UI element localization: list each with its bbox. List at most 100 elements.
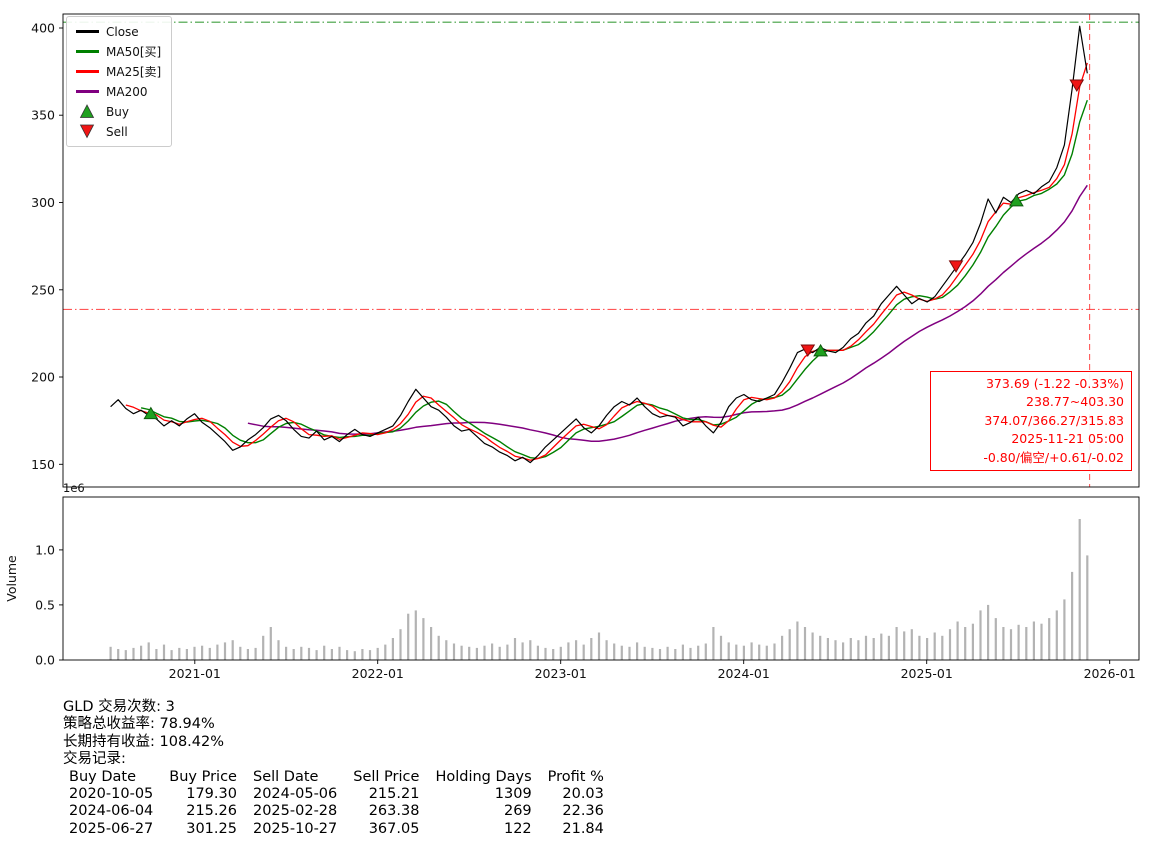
trade-table-cell: 22.36	[562, 803, 604, 820]
volume-bar	[300, 646, 303, 660]
volume-axis-title: Volume	[4, 555, 19, 602]
price-ytick-label: 250	[31, 282, 55, 297]
trade-table-cell: 2025-10-27	[252, 820, 338, 837]
annotation-ma-values: 374.07/366.27/315.83	[984, 412, 1124, 428]
annotation-indicators: -0.80/偏空/+0.61/-0.02	[983, 449, 1124, 465]
volume-bar	[1040, 623, 1043, 660]
volume-bar	[315, 650, 318, 660]
volume-bar	[491, 643, 494, 660]
trade-table-cell: 2025-02-28	[252, 803, 338, 820]
volume-bar	[346, 650, 349, 660]
volume-bar	[323, 645, 326, 660]
volume-bar	[788, 629, 791, 660]
volume-bar	[117, 649, 120, 660]
trade-table-row: 2025-06-27 301.25 2025-10-27 367.05 122 21.84	[63, 821, 614, 838]
volume-bar	[803, 627, 807, 660]
volume-bar	[231, 640, 234, 660]
volume-bar	[330, 649, 333, 660]
trade-table-header-cell: Sell Price	[353, 768, 420, 785]
volume-bar	[697, 645, 700, 660]
legend-line-swatch	[75, 30, 99, 33]
volume-bar	[201, 645, 204, 660]
volume-bar	[582, 644, 585, 660]
volume-panel-border	[62, 496, 1140, 661]
trade-log-title: 交易记录:	[63, 751, 126, 768]
volume-bar	[269, 627, 272, 660]
price-ytick-label: 300	[31, 195, 55, 210]
trade-table-cell: 20.03	[562, 786, 604, 803]
volume-bar	[1063, 599, 1066, 660]
volume-bar	[910, 629, 913, 660]
volume-bar	[185, 649, 188, 660]
legend-item: MA50[买]	[75, 43, 161, 60]
volume-bar	[285, 646, 288, 660]
volume-bar	[864, 635, 868, 660]
buy-marker	[143, 406, 159, 420]
volume-bar	[704, 643, 707, 660]
legend-label: MA200	[106, 84, 148, 99]
volume-bar	[147, 642, 150, 660]
volume-bar	[452, 643, 456, 660]
legend-label: MA25[卖]	[106, 65, 162, 79]
volume-bar	[468, 646, 471, 660]
volume-bar	[391, 638, 394, 660]
volume-bar	[254, 647, 257, 660]
volume-bar	[1025, 627, 1028, 660]
volume-bar	[681, 644, 684, 660]
volume-bar	[842, 642, 845, 660]
trade-table-cell: 263.38	[368, 803, 420, 820]
volume-bar	[613, 643, 616, 660]
buy-triangle-icon	[75, 104, 99, 119]
volume-ytick-label: 1.0	[35, 542, 55, 557]
volume-bar	[513, 638, 517, 660]
trade-table-row: 2024-06-04 215.26 2025-02-28 263.38 269 22.36	[63, 803, 614, 820]
volume-bar	[933, 632, 936, 660]
volume-bar	[826, 638, 829, 660]
volume-bar	[140, 645, 143, 660]
trade-table-cell: 215.21	[368, 786, 420, 803]
trade-table-row: 2020-10-05 179.30 2024-05-06 215.21 1309 20.0…	[63, 786, 614, 803]
annotation-range: 238.77~403.30	[1026, 394, 1124, 410]
volume-bar	[109, 646, 112, 660]
volume-scale-label: 1e6	[63, 481, 85, 495]
legend-item: MA25[卖]	[75, 63, 161, 80]
volume-bar	[948, 629, 952, 660]
volume-bar	[994, 618, 997, 660]
volume-bar	[155, 649, 158, 660]
volume-bar	[529, 640, 532, 660]
volume-bar	[544, 647, 547, 660]
volume-bar	[422, 618, 425, 660]
volume-bar	[636, 642, 639, 660]
volume-bar	[834, 640, 837, 660]
volume-bar	[712, 627, 715, 660]
trade-table-cell: 179.30	[186, 786, 237, 803]
legend-line-swatch	[75, 70, 99, 73]
volume-bar	[926, 638, 929, 660]
trade-table-cell: 2020-10-05	[69, 786, 154, 803]
volume-bar	[162, 644, 166, 660]
volume-bar	[292, 649, 295, 660]
volume-bar	[307, 647, 311, 660]
volume-bar	[1009, 629, 1013, 660]
volume-bar	[223, 642, 227, 660]
volume-bar	[796, 621, 799, 660]
price-ytick-label: 200	[31, 370, 55, 385]
trade-table-cell: 2024-05-06	[252, 786, 338, 803]
volume-bar	[742, 645, 745, 660]
volume-bar	[781, 635, 784, 660]
trade-table-cell: 269	[503, 803, 532, 820]
volume-bar	[575, 640, 578, 660]
buy-marker	[813, 343, 828, 357]
strategy-stats: GLD 交易次数: 3 策略总收益率: 78.94% 长期持有收益: 108.4…	[63, 699, 614, 838]
legend-label: MA50[买]	[106, 45, 162, 59]
sell-marker	[1069, 79, 1085, 92]
volume-bar	[1002, 627, 1005, 660]
legend-item: MA200	[75, 83, 161, 100]
volume-bar	[620, 645, 623, 660]
volume-bar	[758, 644, 761, 660]
volume-bar	[445, 640, 448, 660]
volume-ytick-label: 0.5	[35, 597, 55, 612]
volume-bar	[368, 650, 372, 660]
x-tick-label: 2026-01	[1084, 666, 1136, 681]
volume-bar	[1048, 618, 1051, 660]
